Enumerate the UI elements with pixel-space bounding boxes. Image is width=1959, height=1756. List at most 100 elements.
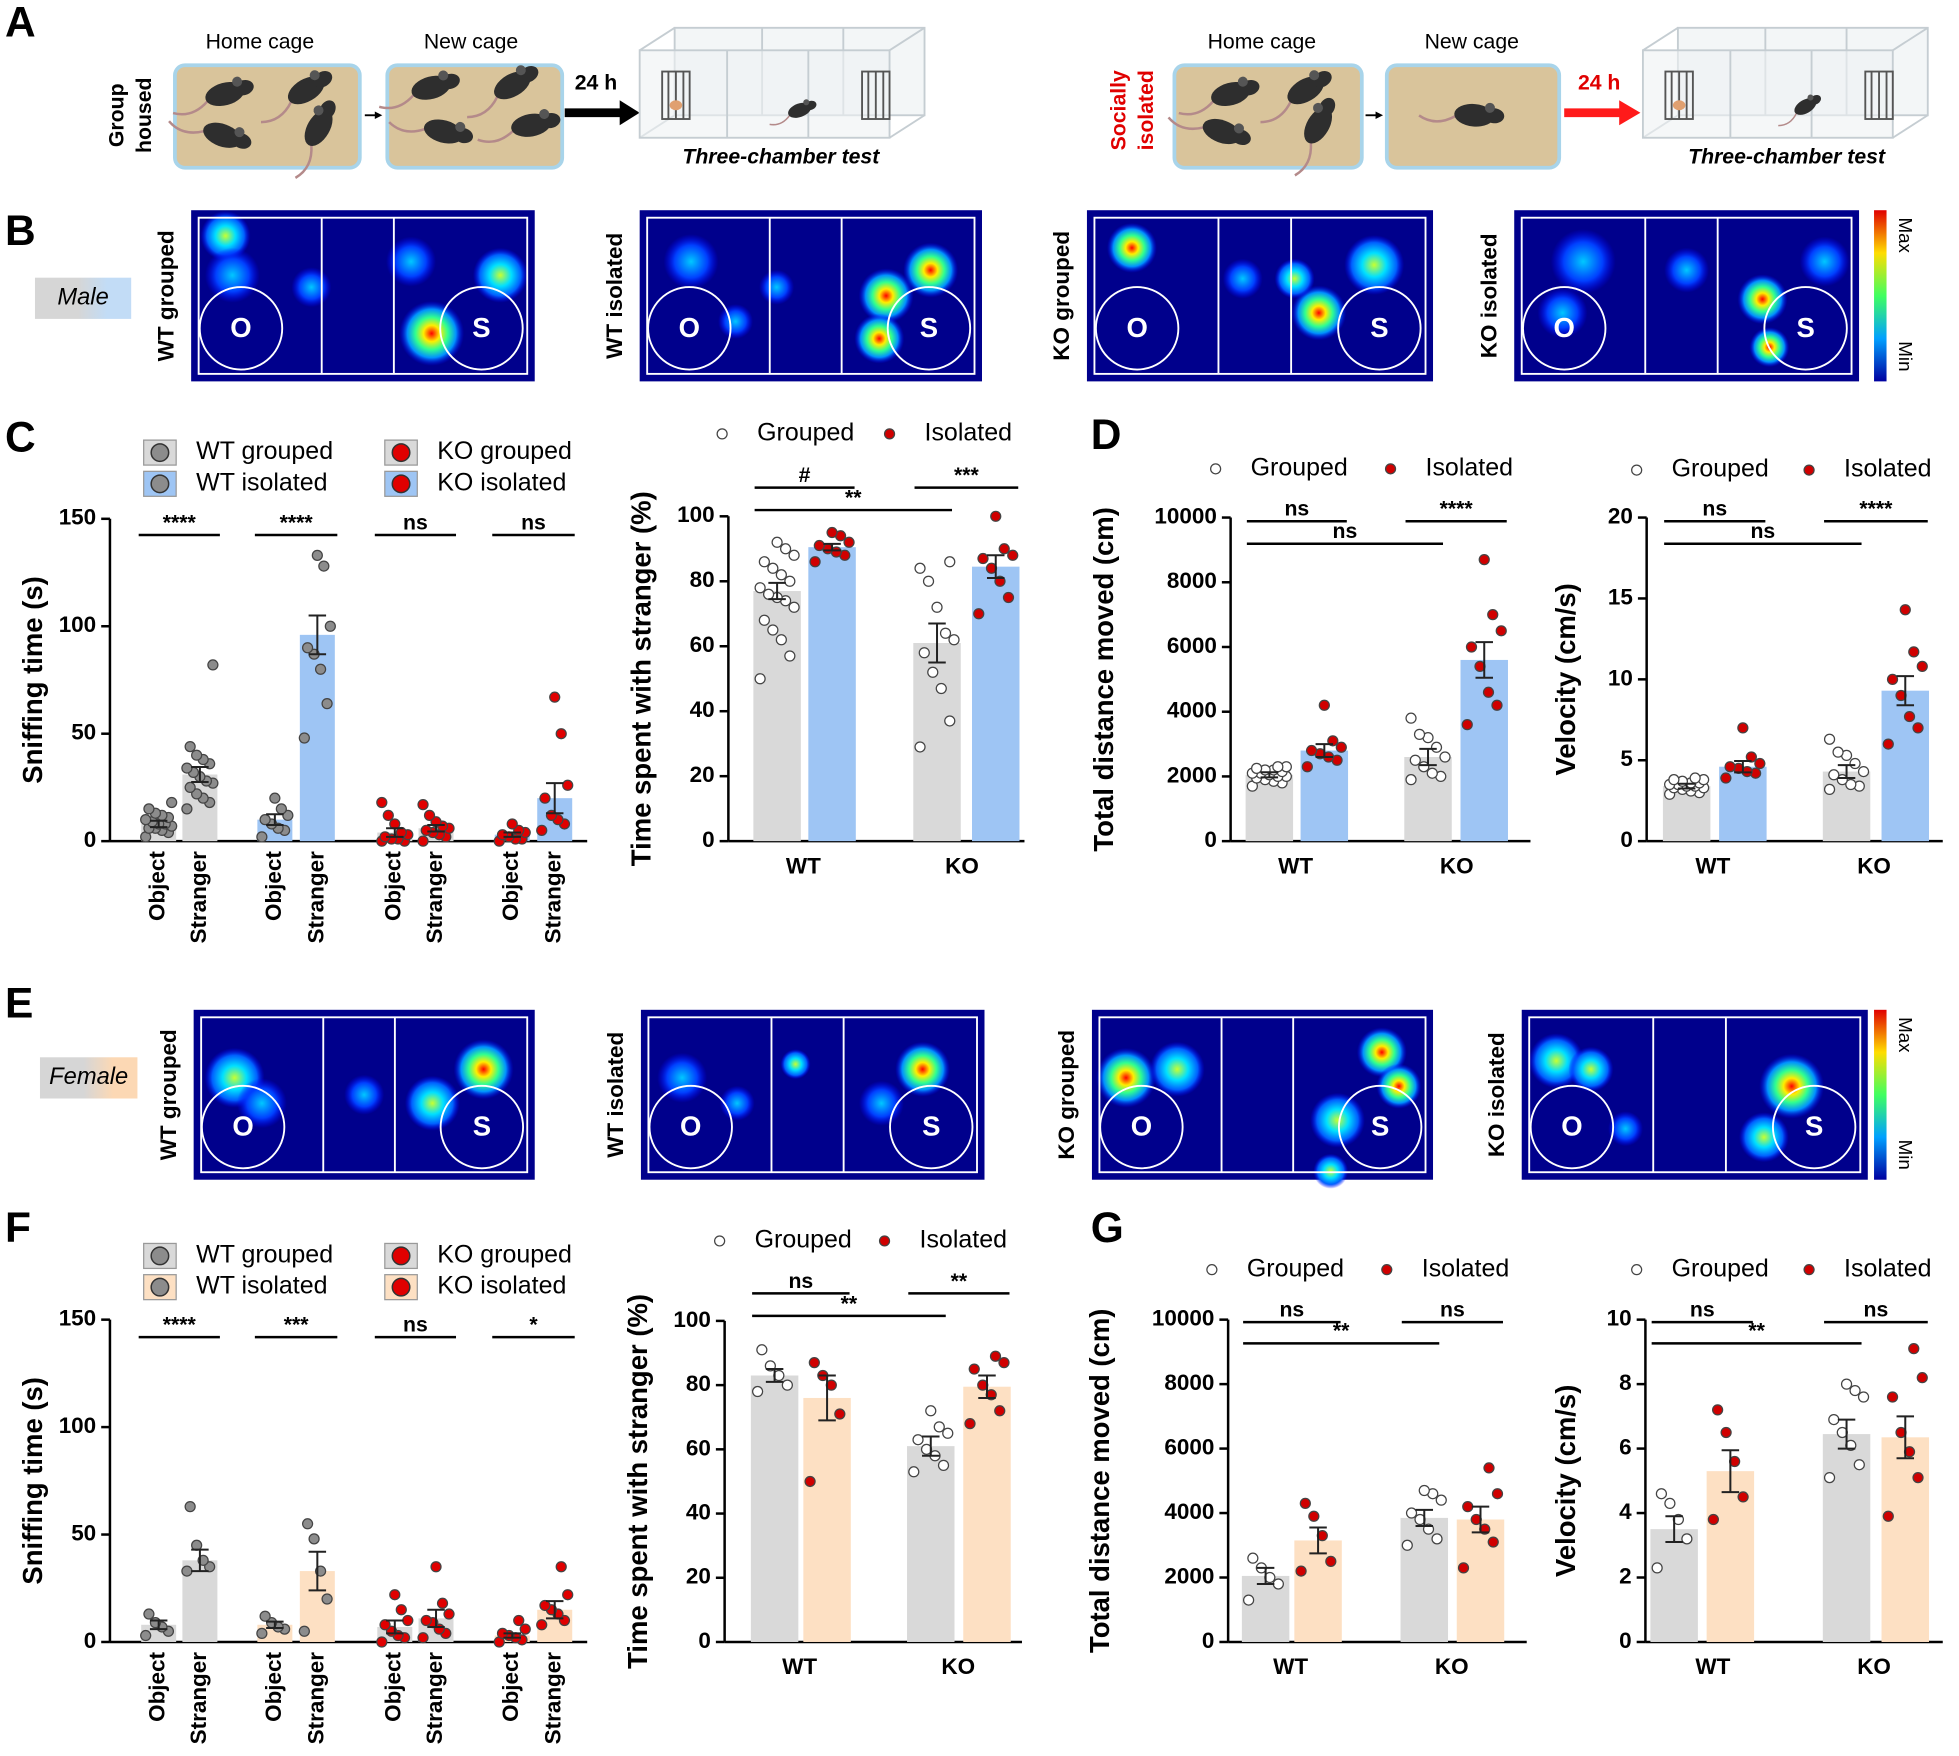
- y-tick-label: 50: [71, 1520, 96, 1545]
- legend-marker: [1384, 463, 1397, 475]
- data-point: [379, 1619, 391, 1631]
- y-tick-label: 0: [698, 1628, 711, 1653]
- data-point: [181, 1565, 193, 1577]
- error-bar: [1837, 764, 1856, 780]
- test-label: Three-chamber test: [682, 145, 880, 168]
- error-bar: [149, 1619, 168, 1631]
- arrow-head: [1619, 100, 1641, 126]
- heat-blob: [780, 1049, 811, 1080]
- y-tick-label: 6000: [1167, 633, 1217, 658]
- group-label: Group housed: [105, 78, 155, 153]
- x-tick-label: Stranger: [541, 1652, 566, 1745]
- heat-blob: [404, 1075, 460, 1131]
- error-bar: [1415, 1508, 1434, 1527]
- y-tick-label: 5: [1620, 746, 1633, 771]
- zone-label: S: [920, 312, 938, 343]
- data-point: [1409, 754, 1421, 766]
- data-point: [788, 549, 800, 561]
- arrow-head: [374, 111, 383, 120]
- data-point: [1823, 1471, 1836, 1484]
- panel-label: C: [5, 413, 36, 460]
- color-bar-max: Max: [1895, 1017, 1916, 1053]
- data-point: [1301, 761, 1313, 773]
- zone-label: S: [472, 312, 490, 343]
- significance-label: ns: [1864, 1299, 1889, 1322]
- data-point: [927, 666, 939, 678]
- y-tick-label: 40: [690, 697, 715, 722]
- data-point: [1483, 1462, 1495, 1474]
- y-tick-label: 10000: [1154, 503, 1216, 528]
- zone-label: O: [680, 1111, 701, 1142]
- error-bar: [427, 824, 445, 833]
- chart: 0 2 4 6 8 10 Velocity (cm/s) Grouped Isolated WT K…: [1550, 1254, 1943, 1679]
- data-point: [1413, 728, 1426, 740]
- x-tick-label: Object: [261, 1651, 286, 1721]
- error-bar: [1677, 782, 1696, 790]
- significance-label: ***: [284, 1314, 310, 1337]
- data-point: [1426, 767, 1438, 779]
- data-point: [937, 1459, 950, 1472]
- significance-label: ns: [788, 1270, 813, 1293]
- cage-label: New cage: [424, 30, 518, 53]
- arena-border: [647, 1016, 978, 1174]
- data-point: [944, 556, 956, 568]
- error-bar: [928, 622, 946, 664]
- y-tick-label: 20: [690, 762, 715, 787]
- data-point: [417, 835, 429, 847]
- legend-label: Isolated: [1844, 455, 1931, 483]
- x-tick-label: Object: [145, 851, 170, 921]
- heat-blob: [1274, 258, 1315, 299]
- data-point: [918, 647, 930, 659]
- legend-label: Grouped: [1247, 1254, 1344, 1282]
- error-bar: [191, 766, 209, 784]
- data-point: [562, 779, 574, 791]
- data-point: [1912, 722, 1924, 734]
- y-tick-label: 100: [677, 502, 715, 527]
- y-tick-label: 2000: [1167, 762, 1217, 787]
- significance-label: ns: [521, 511, 546, 534]
- significance-label: ns: [1690, 1299, 1715, 1322]
- data-point: [751, 1385, 764, 1398]
- data-point: [784, 650, 796, 662]
- data-point: [808, 1357, 820, 1369]
- data-point: [298, 1625, 310, 1637]
- x-tick-label: WT: [1695, 1654, 1730, 1679]
- heatmap-label: KO grouped: [1049, 231, 1074, 361]
- data-point: [826, 526, 838, 539]
- bar: [1456, 1519, 1505, 1642]
- cage: [1172, 63, 1364, 170]
- chart: 0 20 40 60 80 100 Time spent with stranger (%)…: [622, 1226, 1022, 1679]
- data-point: [506, 818, 518, 830]
- y-axis-label: Sniffing time (s): [17, 1377, 48, 1585]
- error-bar: [1665, 1515, 1683, 1544]
- zone-label: O: [679, 312, 700, 343]
- zone-label: S: [1805, 1111, 1823, 1142]
- color-bar-max: Max: [1895, 218, 1916, 254]
- color-bar: [1874, 1009, 1887, 1180]
- y-axis-label: Total distance moved (cm): [1088, 507, 1119, 851]
- significance-label: ****: [163, 511, 197, 534]
- legend-marker: [716, 428, 728, 440]
- cup-zone: [198, 286, 284, 371]
- data-point: [843, 536, 855, 548]
- zone-label: O: [1131, 1111, 1152, 1142]
- data-point: [376, 1636, 388, 1648]
- legend-label: Isolated: [1422, 1254, 1509, 1282]
- three-chamber-box: [1641, 26, 1929, 139]
- data-point: [184, 1500, 196, 1513]
- data-point: [973, 608, 985, 620]
- data-point: [912, 1434, 924, 1446]
- data-point: [914, 562, 926, 574]
- bar: [808, 547, 856, 842]
- legend-marker: [883, 428, 896, 440]
- arrow-head: [619, 100, 640, 126]
- bar: [1650, 1529, 1698, 1642]
- data-point: [1435, 1494, 1447, 1506]
- x-tick-label: Stranger: [422, 1652, 447, 1745]
- legend-label: WT isolated: [196, 468, 327, 496]
- heatmap-label: WT isolated: [602, 233, 627, 359]
- y-tick-label: 15: [1608, 584, 1633, 609]
- zone-label: S: [1370, 312, 1388, 343]
- heat-blob: [1608, 1111, 1644, 1147]
- data-point: [417, 798, 429, 811]
